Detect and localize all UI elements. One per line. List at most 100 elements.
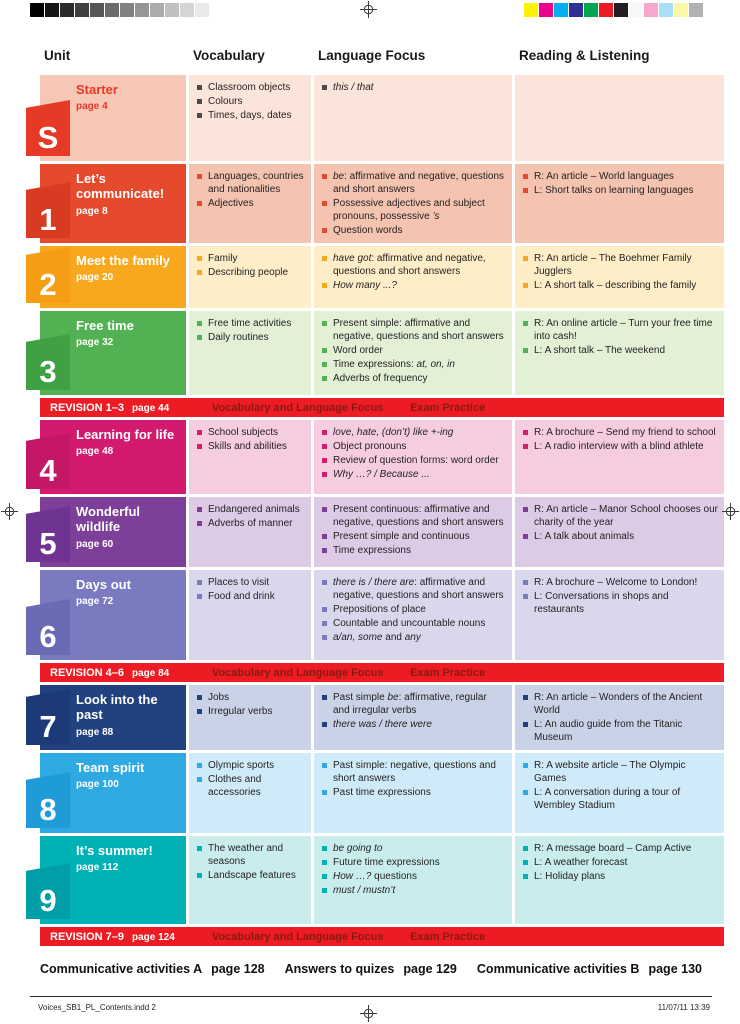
list-item: L: A short talk – describing the family: [523, 279, 718, 292]
grayscale-swatch: [180, 3, 194, 17]
revision-left: REVISION 7–9 page 124: [40, 931, 212, 943]
language-focus-list: be going to Future time expressions How …?…: [314, 836, 512, 903]
list-item: Skills and abilities: [197, 440, 305, 453]
footer-datetime: 11/07/11 13:39: [657, 1003, 710, 1012]
reading-listening-list: R: An article – The Boehmer Family Juggl…: [515, 246, 724, 298]
unit-number: 9: [39, 883, 57, 918]
grayscale-calibration-strip: [30, 3, 224, 17]
unit-title: Free time: [76, 318, 134, 333]
unit-row-4: 4 Learning for life page 48 School subjects…: [26, 420, 724, 494]
revision-label: REVISION 7–9: [50, 930, 124, 943]
unit-cell: 6 Days out page 72: [26, 570, 186, 660]
list-item: Adverbs of manner: [197, 517, 305, 530]
vocabulary-list: Free time activities Daily routines: [189, 311, 311, 350]
unit-cell: 5 Wonderful wildlife page 60: [26, 497, 186, 567]
vocabulary-cell: Classroom objects Colours Times, days, dat…: [189, 75, 311, 161]
table-header: Unit Vocabulary Language Focus Reading & Li…: [40, 48, 724, 63]
unit-page: page 60: [76, 538, 114, 550]
list-item: Food and drink: [197, 590, 305, 603]
reading-listening-list: R: An article – Manor School chooses our…: [515, 497, 724, 549]
revision-bar-revision-4-6: REVISION 4–6 page 84 Vocabulary and Langua…: [40, 663, 724, 682]
grayscale-swatch: [120, 3, 134, 17]
unit-number: 2: [39, 267, 57, 302]
list-item: Family: [197, 252, 305, 265]
list-item: Word order: [322, 344, 506, 357]
list-item: a/an, some and any: [322, 631, 506, 644]
list-item: Time expressions: at, on, in: [322, 358, 506, 371]
list-item: Why …? / Because ...: [322, 468, 506, 481]
revision-bar-revision-1-3: REVISION 1–3 page 44 Vocabulary and Langua…: [40, 398, 724, 417]
reading-listening-list: R: A brochure – Send my friend to school…: [515, 420, 724, 459]
unit-title: Starter: [76, 82, 118, 97]
grayscale-swatch: [210, 3, 224, 17]
footer: Voices_SB1_PL_Contents.indd 2 11/07/11 1…: [38, 1003, 710, 1012]
unit-cell: 3 Free time page 32: [26, 311, 186, 395]
list-item: L: A weather forecast: [523, 856, 718, 869]
color-swatch: [569, 3, 583, 17]
unit-row-8: 8 Team spirit page 100 Olympic sports Clothe…: [26, 753, 724, 833]
list-item: Possessive adjectives and subject pronou…: [322, 197, 506, 223]
list-item: R: An article – Manor School chooses our…: [523, 503, 718, 529]
revision-section-label: Vocabulary and Language Focus: [212, 666, 384, 679]
list-item: Free time activities: [197, 317, 305, 330]
unit-cell: 7 Look into the past page 88: [26, 685, 186, 750]
vocabulary-list: The weather and seasons Landscape feature…: [189, 836, 311, 888]
unit-number-tab: 6: [26, 599, 70, 655]
reading-listening-list: R: An article – World languages L: Short …: [515, 164, 724, 203]
vocabulary-cell: Languages, countries and nationalities Ad…: [189, 164, 311, 243]
color-calibration-strip: [524, 3, 703, 17]
unit-number-tab: 2: [26, 247, 70, 303]
list-item: there was / there were: [322, 718, 506, 731]
unit-row-2: 2 Meet the family page 20 Family Describing …: [26, 246, 724, 308]
revision-section-label: Vocabulary and Language Focus: [212, 930, 384, 943]
list-item: Places to visit: [197, 576, 305, 589]
revision-label: REVISION 4–6: [50, 666, 124, 679]
list-item: Question words: [322, 224, 506, 237]
list-item: Daily routines: [197, 331, 305, 344]
list-item: R: A brochure – Welcome to London!: [523, 576, 718, 589]
color-swatch: [539, 3, 553, 17]
language-focus-cell: Present continuous: affirmative and nega…: [314, 497, 512, 567]
list-item: L: A radio interview with a blind athlet…: [523, 440, 718, 453]
list-item: this / that: [322, 81, 506, 94]
bottom-link-page: page 128: [211, 962, 265, 976]
reading-listening-cell: R: A website article – The Olympic Games…: [515, 753, 724, 833]
color-swatch: [524, 3, 538, 17]
bottom-link-page: page 130: [648, 962, 702, 976]
unit-title: Team spirit: [76, 760, 145, 775]
list-item: How …? questions: [322, 870, 506, 883]
revision-left: REVISION 4–6 page 84: [40, 667, 212, 679]
registration-mark-icon: [722, 503, 739, 525]
vocabulary-cell: School subjects Skills and abilities: [189, 420, 311, 494]
list-item: Time expressions: [322, 544, 506, 557]
language-focus-cell: this / that: [314, 75, 512, 161]
unit-title: Meet the family: [76, 253, 170, 268]
list-item: Present continuous: affirmative and nega…: [322, 503, 506, 529]
vocabulary-cell: The weather and seasons Landscape feature…: [189, 836, 311, 924]
grayscale-swatch: [90, 3, 104, 17]
reading-listening-list: R: A message board – Camp Active L: A wea…: [515, 836, 724, 889]
reading-listening-cell: R: A brochure – Welcome to London! L: Con…: [515, 570, 724, 660]
list-item: Olympic sports: [197, 759, 305, 772]
color-swatch: [629, 3, 643, 17]
unit-number-tab: 4: [26, 433, 70, 489]
list-item: Irregular verbs: [197, 705, 305, 718]
list-item: be: affirmative and negative, questions …: [322, 170, 506, 196]
unit-row-7: 7 Look into the past page 88 Jobs Irregular …: [26, 685, 724, 750]
color-swatch: [659, 3, 673, 17]
reading-listening-cell: [515, 75, 724, 161]
bottom-link-communicative-activities-b: Communicative activities B page 130: [477, 962, 702, 976]
language-focus-cell: love, hate, (don’t) like +-ing Object pro…: [314, 420, 512, 494]
list-item: Landscape features: [197, 869, 305, 882]
list-item: Jobs: [197, 691, 305, 704]
unit-number: 7: [39, 709, 57, 744]
list-item: Describing people: [197, 266, 305, 279]
list-item: L: An audio guide from the Titanic Museu…: [523, 718, 718, 744]
registration-mark-icon: [360, 1005, 377, 1024]
unit-number-tab: S: [26, 100, 70, 156]
unit-title: Learning for life: [76, 427, 175, 442]
vocabulary-list: Classroom objects Colours Times, days, dat…: [189, 75, 311, 128]
unit-number: 3: [39, 354, 57, 389]
reading-listening-list: R: A brochure – Welcome to London! L: Con…: [515, 570, 724, 622]
